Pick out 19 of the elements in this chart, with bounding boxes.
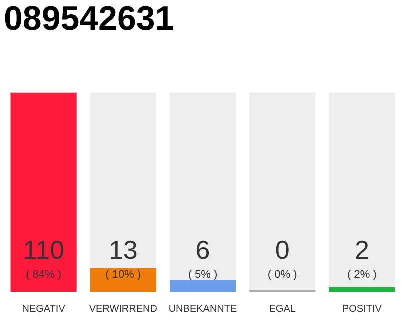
data-label: ( 0% ) — [268, 269, 298, 281]
x-tick-label: NEGATIV — [22, 304, 66, 315]
data-label: ( 10% ) — [106, 269, 142, 281]
x-tick-label: VERWIRREND — [89, 304, 158, 315]
x-tick-label: POSITIV — [342, 304, 382, 315]
bar — [170, 280, 236, 292]
bar — [329, 287, 396, 292]
annotation: 0 — [275, 235, 290, 265]
data-label: ( 2% ) — [348, 269, 377, 281]
data-label: ( 84% ) — [26, 269, 62, 281]
bar — [90, 268, 156, 292]
data-label: ( 5% ) — [188, 269, 218, 281]
chart-title: 089542631 — [4, 0, 174, 38]
annotation: 13 — [108, 235, 138, 265]
annotation: 2 — [354, 235, 370, 265]
annotation: 6 — [196, 235, 210, 265]
x-tick-label: EGAL — [269, 304, 296, 315]
x-tick-label: UNBEKANNTE — [168, 304, 238, 315]
annotation: 110 — [23, 235, 65, 265]
